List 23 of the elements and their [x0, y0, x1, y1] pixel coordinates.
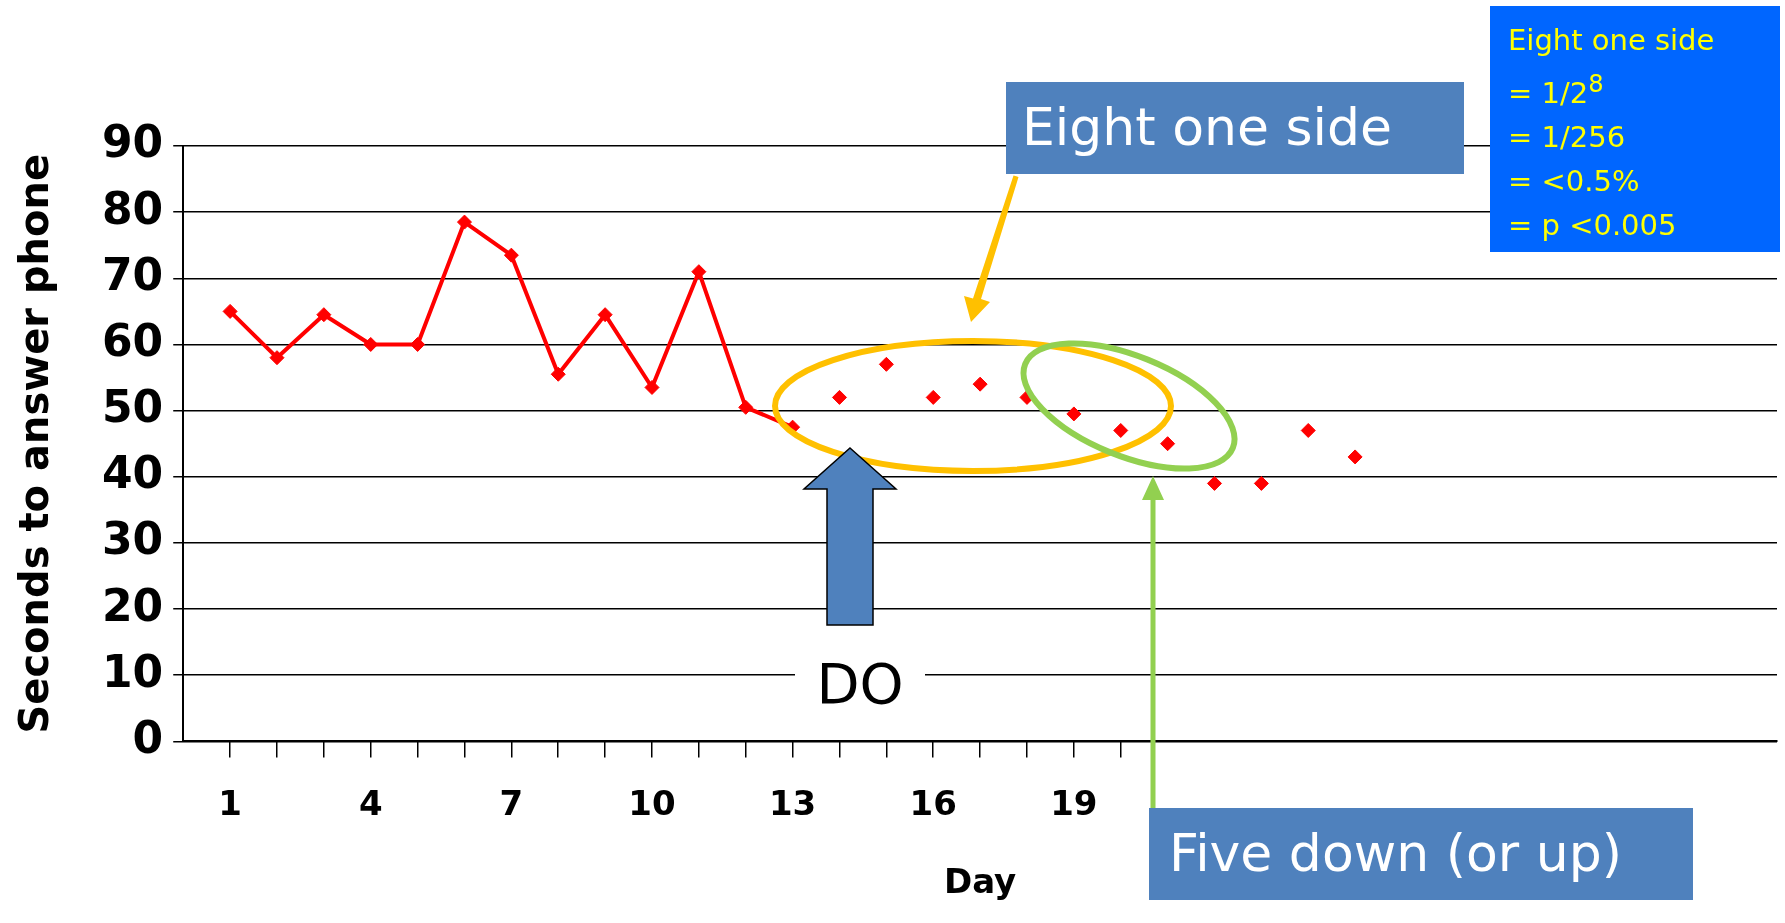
y-tick-label: 80	[102, 182, 164, 234]
annotation: Eight one side	[1006, 82, 1464, 174]
x-tick-label: 16	[909, 782, 957, 823]
x-tick-label: 19	[1050, 782, 1098, 823]
y-tick-label: 20	[102, 579, 164, 631]
x-tick-label: 7	[499, 782, 524, 823]
y-tick-label: 30	[102, 513, 164, 565]
x-axis-title: Day	[943, 861, 1017, 902]
y-tick-label: 10	[102, 645, 164, 697]
x-tick-label: 1	[218, 782, 242, 823]
annotation: Eight one side = 1/2$^{8}$ = 1/256 = <0.5% = p <0.005	[1490, 6, 1780, 252]
y-axis-title: Seconds to answer phone	[11, 153, 58, 734]
y-tick-label: 50	[102, 381, 164, 433]
y-tick-label: 40	[102, 447, 164, 499]
annotation: DO	[795, 648, 925, 720]
x-tick-label: 13	[768, 782, 817, 823]
y-tick-label: 0	[132, 711, 164, 763]
x-tick-label: 10	[628, 782, 676, 823]
text: Five down (or up)	[1149, 808, 1693, 900]
y-tick-label: 60	[102, 314, 164, 366]
y-tick-label: 90	[102, 116, 164, 168]
x-tick-label: 4	[358, 782, 383, 823]
y-tick-label: 70	[102, 248, 164, 300]
